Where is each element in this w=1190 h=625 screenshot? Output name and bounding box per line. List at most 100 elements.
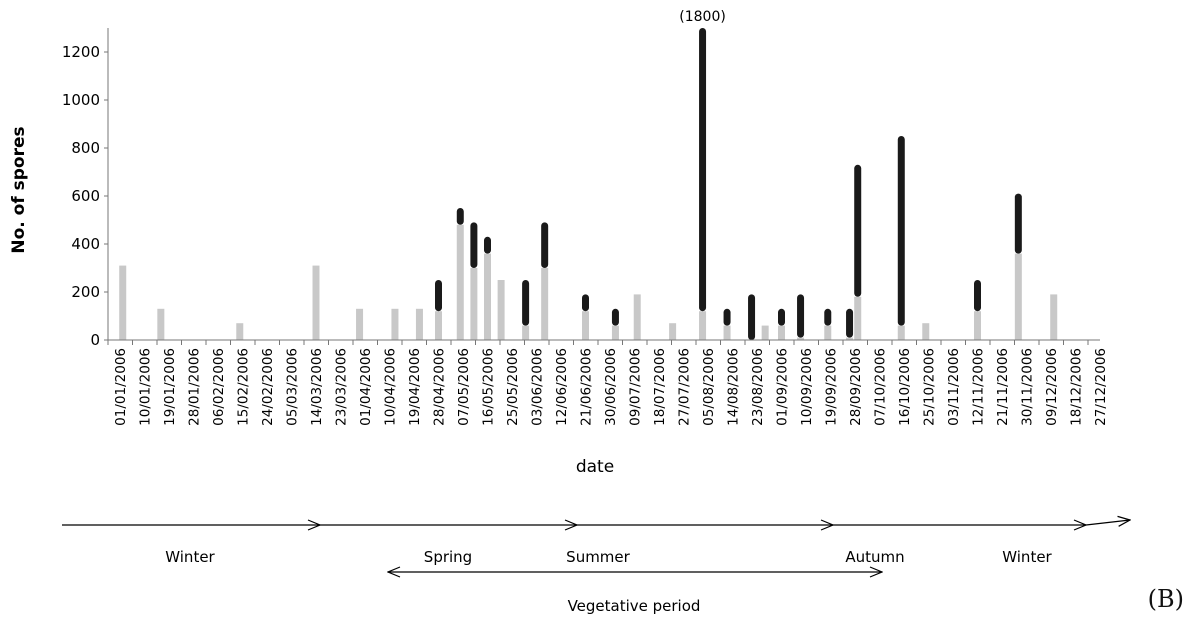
bar-dark: [611, 308, 619, 326]
x-tick-label: 25/10/2006: [922, 348, 938, 426]
bar-grey: [824, 325, 832, 340]
y-tick-label: 1200: [62, 43, 100, 61]
season-timeline: Winter Spring Summer Autumn Winter Veget…: [62, 520, 1130, 615]
bars-layer: [119, 28, 1058, 340]
bar-dark: [748, 294, 756, 340]
x-axis-title: date: [576, 457, 614, 477]
bar-grey: [497, 280, 505, 340]
bar-grey: [778, 325, 785, 340]
x-tick-label: 30/06/2006: [603, 348, 619, 426]
x-tick-label: 23/08/2006: [750, 348, 766, 426]
x-tick-label: 14/08/2006: [726, 348, 742, 426]
y-tick-label: 600: [71, 187, 100, 205]
bar-grey: [312, 265, 320, 340]
x-tick-label: 21/11/2006: [995, 348, 1011, 426]
bar-dark: [582, 294, 589, 312]
x-tick-label: 10/01/2006: [138, 348, 154, 426]
bar-grey: [157, 308, 165, 340]
x-tick-label: 16/10/2006: [897, 348, 913, 426]
season-label-summer: Summer: [566, 548, 630, 566]
bar-dark: [484, 236, 491, 254]
bar-dark: [723, 308, 731, 326]
bar-grey: [761, 325, 769, 340]
x-tick-label: 07/05/2006: [456, 348, 472, 426]
x-tick-label: 10/04/2006: [383, 348, 399, 426]
x-tick-label: 23/03/2006: [334, 348, 350, 426]
x-tick-label: 27/12/2006: [1093, 348, 1109, 426]
bar-dark: [897, 136, 905, 326]
y-tick-label: 0: [90, 331, 100, 349]
x-tick-label: 30/11/2006: [1020, 348, 1036, 426]
bar-grey: [582, 311, 589, 340]
bar-grey: [391, 308, 399, 340]
bar-dark: [470, 222, 478, 268]
y-tick-label: 400: [71, 235, 100, 253]
panel-label: (B): [1147, 585, 1184, 613]
bar-dark: [522, 280, 530, 326]
bar-grey: [846, 337, 854, 340]
x-tick-label: 03/06/2006: [530, 348, 546, 426]
bar-dark: [846, 308, 854, 338]
x-tick-label: 15/02/2006: [236, 348, 252, 426]
x-tick-label: 19/01/2006: [162, 348, 178, 426]
bar-grey: [119, 265, 127, 340]
bar-grey: [541, 268, 549, 340]
bar-grey: [415, 308, 423, 340]
bar-grey: [236, 323, 244, 340]
bar-grey: [922, 323, 930, 340]
x-tick-label: 19/09/2006: [824, 348, 840, 426]
bar-dark: [797, 294, 805, 338]
max-value-annotation: (1800): [679, 9, 726, 25]
x-tick-label: 28/09/2006: [848, 348, 864, 426]
bar-grey: [974, 311, 981, 340]
bar-grey: [669, 323, 677, 340]
bar-grey: [633, 294, 641, 340]
bar-dark: [699, 28, 707, 312]
vegetative-period-label: Vegetative period: [568, 597, 701, 615]
season-label-spring: Spring: [424, 548, 472, 566]
x-tick-label: 27/07/2006: [677, 348, 693, 426]
x-tick-label: 25/05/2006: [505, 348, 521, 426]
bar-grey: [470, 268, 478, 340]
bar-dark: [974, 280, 981, 312]
bar-grey: [611, 325, 619, 340]
bar-dark: [854, 164, 862, 297]
season-label-winter-2: Winter: [1002, 548, 1052, 566]
y-tick-label: 200: [71, 283, 100, 301]
bar-dark: [824, 308, 832, 326]
bar-dark: [1014, 193, 1022, 254]
x-tick-label: 12/06/2006: [554, 348, 570, 426]
x-tick-label: 28/01/2006: [187, 348, 203, 426]
bar-dark: [456, 208, 464, 225]
y-ticks: 0 200 400 600 800 1000 1200: [62, 43, 108, 349]
x-tick-label: 01/01/2006: [113, 348, 129, 426]
x-tick-label: 16/05/2006: [481, 348, 497, 426]
bar-grey: [1014, 253, 1022, 340]
x-tick-label: 06/02/2006: [211, 348, 227, 426]
bar-grey: [797, 337, 805, 340]
x-tick-label: 14/03/2006: [309, 348, 325, 426]
bar-grey: [723, 325, 731, 340]
x-tick-label: 09/12/2006: [1044, 348, 1060, 426]
season-label-autumn: Autumn: [845, 548, 904, 566]
x-tick-label: 19/04/2006: [407, 348, 423, 426]
x-tick-label: 09/07/2006: [628, 348, 644, 426]
x-tick-label: 01/09/2006: [775, 348, 791, 426]
bar-grey: [435, 311, 442, 340]
x-tick-label: 10/09/2006: [799, 348, 815, 426]
x-tick-label: 05/03/2006: [285, 348, 301, 426]
bar-grey: [1050, 294, 1058, 340]
bar-grey: [897, 325, 905, 340]
x-tick-label: 01/04/2006: [358, 348, 374, 426]
bar-grey: [854, 296, 862, 340]
bar-grey: [484, 253, 491, 340]
x-tick-label: 28/04/2006: [432, 348, 448, 426]
bar-dark: [435, 280, 442, 312]
x-tick-label: 03/11/2006: [946, 348, 962, 426]
y-tick-label: 800: [71, 139, 100, 157]
season-label-winter: Winter: [165, 548, 215, 566]
x-tick-label: 21/06/2006: [579, 348, 595, 426]
x-tick-label: 24/02/2006: [260, 348, 276, 426]
bar-grey: [699, 311, 707, 340]
